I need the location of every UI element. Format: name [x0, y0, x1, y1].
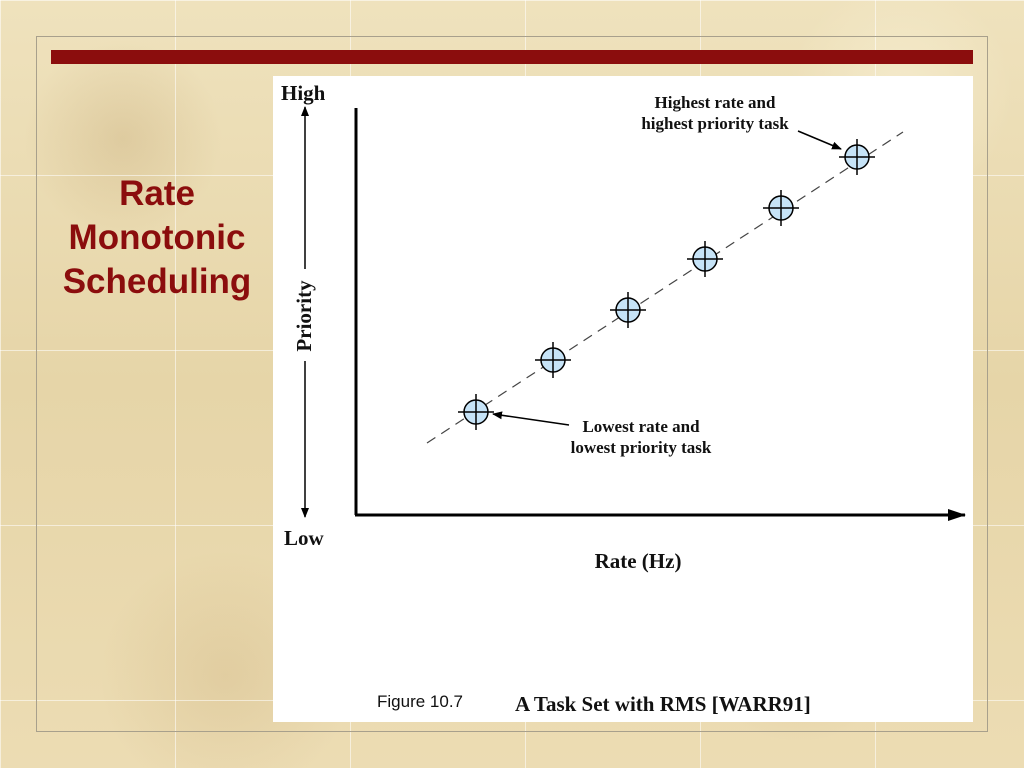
task-marker [763, 190, 799, 226]
annotation-low-line2: lowest priority task [571, 438, 712, 457]
figure-caption-title: A Task Set with RMS [WARR91] [515, 692, 811, 716]
rms-diagram: High Low Priority Rate (Hz) [281, 81, 966, 573]
task-marker [687, 241, 723, 277]
trend-line [426, 131, 904, 444]
task-marker [610, 292, 646, 328]
figure-caption-number: Figure 10.7 [377, 692, 463, 711]
slide-title: Rate Monotonic Scheduling [62, 174, 252, 301]
task-marker [535, 342, 571, 378]
annotation-high-line2: highest priority task [641, 114, 789, 133]
annotation-high-line1: Highest rate and [655, 93, 776, 112]
title-rule [51, 50, 973, 64]
annotation-high-arrow [797, 130, 842, 150]
annotation-low-line1: Lowest rate and [582, 417, 700, 436]
task-marker [458, 394, 494, 430]
figure-panel: High Low Priority Rate (Hz) [273, 76, 973, 722]
y-top-label: High [281, 81, 326, 105]
x-axis-label: Rate (Hz) [595, 549, 682, 573]
y-axis-label: Priority [292, 280, 316, 352]
y-bottom-label: Low [284, 526, 325, 550]
annotation-low-arrow [492, 411, 570, 426]
slide-frame [36, 36, 988, 732]
task-marker [839, 139, 875, 175]
